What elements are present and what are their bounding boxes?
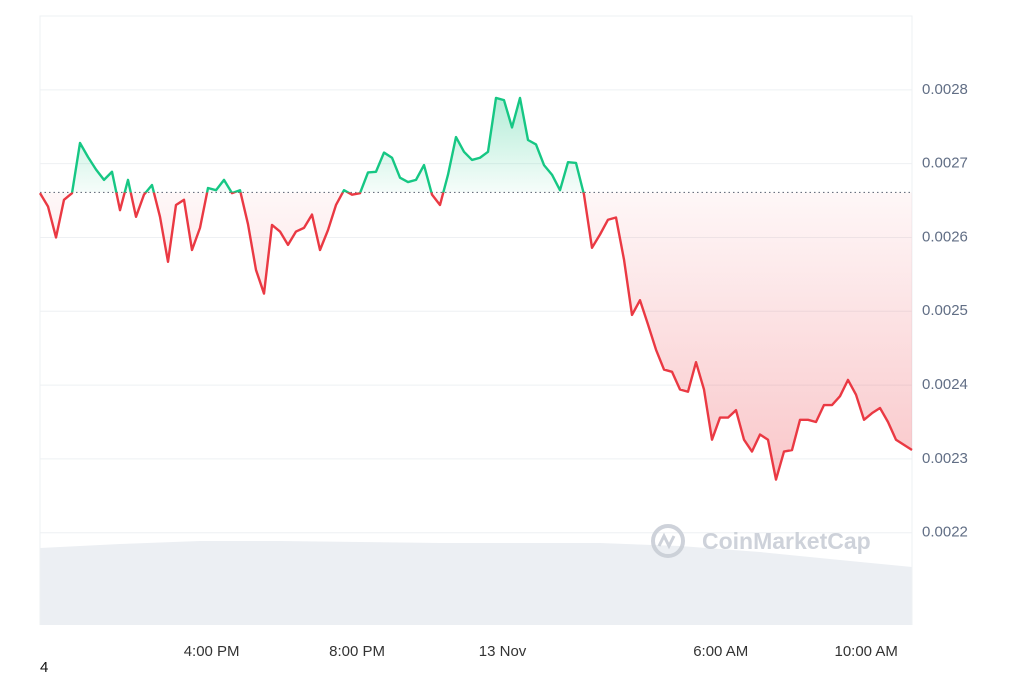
x-tick-label: 10:00 AM: [834, 643, 897, 660]
x-tick-label: 6:00 AM: [693, 643, 748, 660]
x-tick-label: 8:00 PM: [329, 643, 385, 660]
watermark-text: CoinMarketCap: [702, 528, 871, 554]
y-tick-label: 0.0028: [922, 81, 968, 98]
price-line: [38, 96, 913, 481]
x-tick-label: 13 Nov: [479, 643, 527, 660]
caption: 4: [40, 659, 48, 676]
price-area: [40, 97, 912, 480]
y-tick-label: 0.0024: [922, 376, 968, 393]
watermark: CoinMarketCap: [651, 524, 871, 558]
y-tick-label: 0.0025: [922, 302, 968, 319]
y-tick-label: 0.0026: [922, 228, 968, 245]
y-tick-label: 0.0022: [922, 524, 968, 541]
y-tick-label: 0.0027: [922, 155, 968, 172]
x-tick-label: 4:00 PM: [184, 643, 240, 660]
volume-area: [40, 541, 912, 625]
y-tick-label: 0.0023: [922, 450, 968, 467]
